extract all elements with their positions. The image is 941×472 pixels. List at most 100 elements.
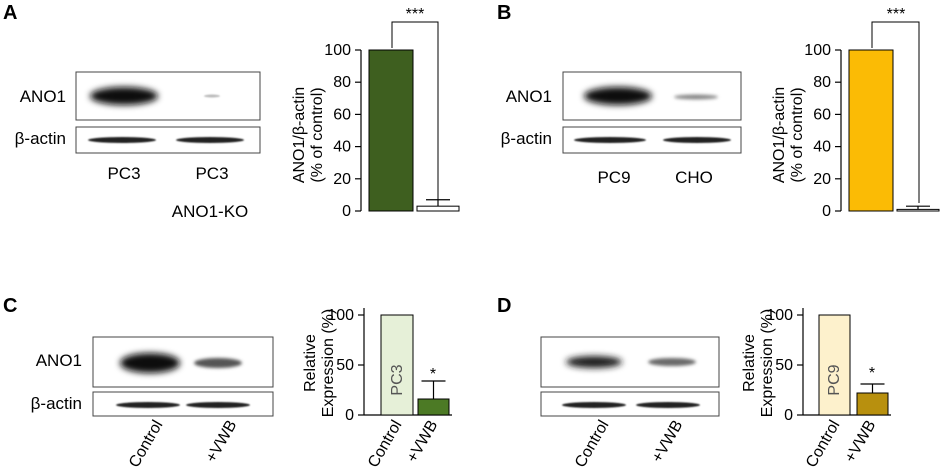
- band-actin-b-lane2: [663, 137, 731, 143]
- y-tick-label-a-5: 100: [324, 42, 351, 59]
- lane-label-a-1: PC3: [107, 164, 140, 183]
- group-label-a: ANO1-KO: [172, 202, 249, 221]
- blot-frame-ano1-c: [92, 336, 274, 388]
- band-actin-b-lane1: [574, 137, 646, 143]
- bar-b-0: [848, 49, 894, 212]
- lane-label-d-2: +VWB: [649, 418, 687, 466]
- band-ano1-d-lane1: [566, 356, 622, 368]
- x-label-c-2: +VWB: [404, 418, 442, 466]
- bars-d: [818, 314, 889, 416]
- sig-stars-b: ***: [887, 6, 906, 23]
- sig-star-c: *: [430, 366, 436, 383]
- band-ano1-c-lane1: [120, 353, 180, 373]
- western-blot-a: ANO1 β-actin PC3 PC3 ANO1-KO: [15, 71, 261, 221]
- band-ano1-d-lane2: [648, 358, 696, 366]
- y-tick-label-a-1: 20: [333, 171, 351, 188]
- bars-b: [848, 49, 940, 212]
- y-tick-label-b-2: 40: [813, 139, 831, 156]
- y-tick-label-c-0: 0: [345, 407, 354, 424]
- row-label-actin-c: β-actin: [31, 394, 82, 413]
- bar-d-0: [818, 314, 851, 416]
- bars-a: [368, 49, 460, 212]
- band-actin-c-lane2: [186, 402, 250, 408]
- panel-label-c: C: [3, 295, 17, 317]
- sig-bracket-a: [391, 21, 439, 200]
- y-tick-label-b-3: 60: [813, 106, 831, 123]
- y-axis-title-a-line2: (% of control): [309, 87, 326, 182]
- band-ano1-a-lane1: [90, 87, 158, 105]
- y-tick-label-b-1: 20: [813, 171, 831, 188]
- bar-chart-b: 0 20 40 60 80 100 ANO1/β-actin (% of control)…: [771, 6, 940, 220]
- y-tick-label-d-2: 100: [766, 307, 793, 324]
- bar-c-1: [417, 398, 450, 416]
- band-actin-a-lane1: [88, 137, 156, 143]
- row-label-ano1-b: ANO1: [506, 87, 552, 106]
- y-tick-label-b-0: 0: [822, 203, 831, 220]
- y-tick-label-a-3: 60: [333, 106, 351, 123]
- bar-a-0: [368, 49, 414, 212]
- panel-label-b: B: [497, 2, 511, 24]
- band-ano1-a-lane2: [204, 94, 220, 98]
- lane-label-b-1: PC9: [597, 168, 630, 187]
- row-label-ano1-c: ANO1: [36, 351, 82, 370]
- y-axis-title-d-line1: Relative: [741, 334, 758, 392]
- lane-label-c-2: +VWB: [203, 418, 241, 466]
- y-tick-label-d-1: 50: [775, 357, 793, 374]
- y-tick-label-a-4: 80: [333, 74, 351, 91]
- bar-a-1: [416, 205, 460, 212]
- y-tick-label-b-4: 80: [813, 74, 831, 91]
- band-ano1-b-lane2: [674, 94, 718, 100]
- western-blot-c: ANO1 β-actin Control +VWB: [31, 336, 274, 471]
- row-label-actin-a: β-actin: [15, 129, 66, 148]
- sig-stars-a: ***: [406, 6, 425, 23]
- x-label-d-1: Control: [803, 418, 844, 471]
- band-ano1-c-lane2: [194, 358, 242, 368]
- bar-chart-c: 0 50 100 Relative Expression (%) PC3 * Con…: [302, 307, 452, 471]
- western-blot-b: ANO1 β-actin PC9 CHO: [501, 71, 742, 187]
- row-label-ano1-a: ANO1: [20, 87, 66, 106]
- bar-chart-d: 0 50 100 Relative Expression (%) PC9 * Con…: [741, 307, 891, 471]
- x-label-c-1: Control: [365, 418, 406, 471]
- lane-label-c-1: Control: [126, 418, 167, 471]
- lane-label-b-2: CHO: [675, 168, 713, 187]
- y-tick-label-a-2: 40: [333, 139, 351, 156]
- panel-label-d: D: [497, 295, 511, 317]
- sig-star-d: *: [869, 365, 875, 382]
- panel-label-a: A: [3, 2, 17, 24]
- bar-inner-label-c: PC3: [389, 364, 406, 395]
- lane-label-d-1: Control: [572, 418, 613, 471]
- y-ticks-b: 0 20 40 60 80 100: [804, 42, 841, 220]
- band-ano1-b-lane1: [584, 87, 652, 105]
- y-tick-label-b-5: 100: [804, 42, 831, 59]
- panel-a: A ANO1 β-actin PC3 PC3 ANO1-KO 0 20 40 60 80…: [3, 2, 460, 221]
- western-blot-d: Control +VWB: [540, 336, 720, 471]
- panel-d: D Control +VWB 0 50 100 Relative Expressio…: [497, 295, 891, 471]
- panel-c: C ANO1 β-actin Control +VWB 0 50 100 Relat…: [3, 295, 452, 471]
- bar-inner-label-d: PC9: [826, 364, 843, 395]
- y-axis-title-d-line2: Expression (%): [759, 309, 776, 417]
- lane-label-a-2: PC3: [195, 164, 228, 183]
- sig-bracket-b: [871, 21, 920, 203]
- y-axis-title-c-line1: Relative: [302, 334, 319, 392]
- row-label-actin-b: β-actin: [501, 129, 552, 148]
- bars-c: [380, 314, 450, 416]
- y-tick-label-a-0: 0: [342, 203, 351, 220]
- band-actin-c-lane1: [116, 402, 180, 408]
- band-actin-d-lane1: [562, 402, 626, 408]
- y-tick-label-c-2: 100: [327, 307, 354, 324]
- bar-chart-a: 0 20 40 60 80 100 ANO1/β-actin (% of control)…: [291, 6, 460, 220]
- y-axis-title-b-line2: (% of control): [789, 87, 806, 182]
- y-axis-title-b-line1: ANO1/β-actin: [771, 87, 788, 183]
- x-label-d-2: +VWB: [842, 418, 880, 466]
- band-actin-d-lane2: [636, 402, 700, 408]
- y-axis-title-a-line1: ANO1/β-actin: [291, 87, 308, 183]
- y-tick-label-c-1: 50: [336, 357, 354, 374]
- y-ticks-c: 0 50 100: [327, 307, 364, 424]
- panel-b: B ANO1 β-actin PC9 CHO 0 20 40 60 80 100 ANO1…: [497, 2, 940, 220]
- bar-c-0: [380, 314, 414, 416]
- y-axis-title-c-line2: Expression (%): [320, 309, 337, 417]
- bar-d-1: [856, 392, 889, 416]
- bar-b-1: [896, 208, 940, 212]
- band-actin-a-lane2: [176, 137, 244, 143]
